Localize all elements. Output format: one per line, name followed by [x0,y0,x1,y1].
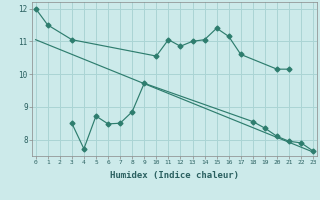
X-axis label: Humidex (Indice chaleur): Humidex (Indice chaleur) [110,171,239,180]
